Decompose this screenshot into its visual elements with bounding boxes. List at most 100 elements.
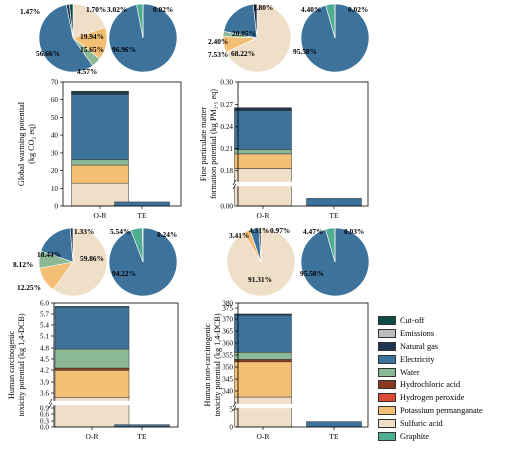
x-tick-label: O-R <box>86 432 99 441</box>
pie-value-label: 1.80% <box>253 3 273 12</box>
pie-value-label: 20.05% <box>232 29 256 38</box>
axis-break-gap <box>48 400 176 406</box>
y-axis-label: toxicity potential (kg 1,4-DCB) <box>213 313 222 417</box>
pie-value-label: 1.33% <box>74 227 94 236</box>
bar-segment-natural-gas <box>54 306 130 308</box>
axis-break-mark <box>232 179 237 190</box>
bar-segment-water <box>54 348 130 369</box>
y-tick-label: 0.3 <box>40 418 49 426</box>
legend-swatch <box>378 328 396 338</box>
y-tick-label: 50 <box>51 114 59 122</box>
y-axis-label: toxicity potential (kg 1,4-DCB) <box>17 313 26 417</box>
bar-segment-potassium-permanganate <box>234 153 292 169</box>
axes-frame <box>237 81 369 207</box>
legend-swatch <box>378 406 396 416</box>
y-tick-label: 380 <box>222 300 233 308</box>
axis-break-mark <box>48 398 53 409</box>
legend-swatch <box>378 393 396 403</box>
bar-segment-electricity <box>306 198 362 207</box>
y-tick-label: 4.5 <box>40 356 49 364</box>
y-tick-label: 0.00 <box>220 203 233 211</box>
pie-value-label: 91.31% <box>248 275 272 284</box>
y-tick-label: 0.24 <box>220 123 233 131</box>
x-tick-label: TE <box>137 432 147 441</box>
legend-swatch <box>378 431 396 441</box>
legend-label: Natural gas <box>400 341 439 351</box>
bar-segment-natural-gas <box>234 107 292 111</box>
legend-label: Potassium permanganate <box>400 406 483 416</box>
bar-segment-electricity <box>71 94 129 161</box>
pie-value-label: 4.57% <box>77 67 97 76</box>
pie-slice-sulfuric-acid <box>52 227 108 297</box>
legend-label: Water <box>400 367 420 377</box>
pie-value-label: 15.65% <box>80 45 104 54</box>
y-axis-label: Human carcinogenic <box>7 331 16 399</box>
bar-segment-water <box>71 159 129 166</box>
pie-value-label: 1.47% <box>20 7 40 16</box>
pie-value-label: 18.44% <box>37 250 61 259</box>
y-tick-label: 0.18 <box>220 167 233 175</box>
bar-segment-potassium-permanganate <box>71 164 129 184</box>
pie-slice-electricity <box>223 3 258 39</box>
y-axis-label: Fine particulate matter <box>199 107 208 181</box>
legend: Cut-off Emissions Natural gas Electricity Wa… <box>378 314 504 443</box>
axes-frame <box>53 302 179 428</box>
legend-item: Graphite <box>378 430 504 443</box>
pie-value-label: 0.97% <box>270 226 290 235</box>
chart-panel-1: 0 10 20 30 40 50 60 70 O-R TE Global warming poten… <box>17 3 182 220</box>
y-tick-label: 360 <box>222 340 233 348</box>
axis-break-mark <box>232 401 237 412</box>
y-tick-label: 375 <box>222 305 233 313</box>
y-tick-label: 20 <box>51 167 59 175</box>
y-tick-label: 4.2 <box>40 367 49 375</box>
pie-slice-natural-gas <box>69 227 74 263</box>
pie-slice-cut-off <box>69 3 74 39</box>
y-axis-label: formation potential (kg PM₂.₅ eq) <box>209 89 218 199</box>
y-tick-label: 10 <box>51 185 59 193</box>
pie-value-label: 3.02% <box>107 5 127 14</box>
legend-swatch <box>378 380 396 390</box>
pie-value-label: 95.50% <box>300 269 324 278</box>
bar-segment-natural-gas <box>234 313 292 316</box>
legend-swatch <box>378 354 396 364</box>
chart-panel-2: 0.00 0.18 0.21 0.24 0.27 0.30 O-R TE Fine partic… <box>199 3 370 220</box>
legend-label: Hydrogen peroxide <box>400 393 465 403</box>
pie-value-label: 0.02% <box>153 5 173 14</box>
bar-segment-electricity <box>114 201 170 207</box>
pie-value-label: 0.02% <box>348 5 368 14</box>
chart-panel-3: 0.00.30.60.9 3.6 3.9 4.2 4.5 4.8 5.1 5.4 5.7 6.0 O… <box>7 227 179 441</box>
y-tick-label: 3.9 <box>40 379 49 387</box>
legend-item: Natural gas <box>378 340 504 353</box>
axis-break-gap <box>232 403 366 409</box>
bar-segment-water <box>234 149 292 155</box>
pie-value-label: 0.24% <box>157 230 177 239</box>
legend-item: Potassium permanganate <box>378 404 504 417</box>
bar-segment-potassium-permanganate <box>54 370 130 398</box>
y-tick-label: 0.21 <box>220 145 233 153</box>
legend-item: Cut-off <box>378 314 504 327</box>
y-tick-label: 70 <box>51 79 59 87</box>
y-tick-label: 5.7 <box>40 311 49 319</box>
y-tick-label: 345 <box>222 376 233 384</box>
x-tick-label: TE <box>137 211 147 220</box>
pie-value-label: 3.41% <box>229 231 249 240</box>
bar-segment-sulfuric-acid <box>234 396 292 428</box>
y-tick-label: 5.1 <box>40 333 49 341</box>
y-tick-label: 350 <box>222 364 233 372</box>
y-axis-label: Global warming potential <box>17 101 26 186</box>
legend-swatch <box>378 315 396 325</box>
pie-value-label: 7.53% <box>208 50 228 59</box>
x-tick-label: TE <box>329 432 339 441</box>
y-tick-label: 0.9 <box>40 405 49 413</box>
pie-value-label: 94.22% <box>112 269 136 278</box>
y-tick-label: 6.0 <box>40 300 49 308</box>
pie-value-label: 96.96% <box>112 45 136 54</box>
y-axis-label: (kg CO₂ eq) <box>27 124 36 164</box>
y-tick-label: 5 <box>229 406 233 414</box>
bar-segment-natural-gas <box>71 92 129 95</box>
legend-swatch <box>378 341 396 351</box>
legend-swatch <box>378 419 396 429</box>
pie-slice-cut-off <box>142 227 144 263</box>
